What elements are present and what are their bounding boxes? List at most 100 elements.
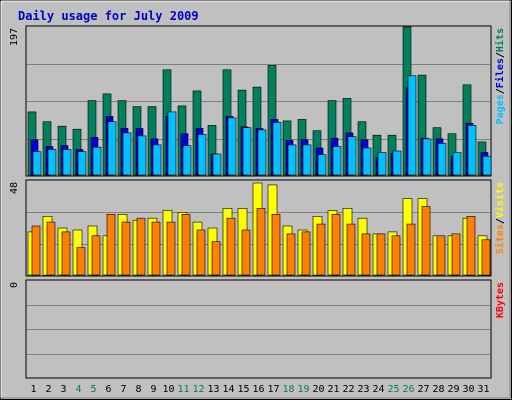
bar-pages-day-25 [392, 150, 402, 176]
day-label-9: 9 [150, 384, 156, 395]
day-label-14: 14 [222, 384, 234, 395]
day-label-19: 19 [297, 384, 309, 395]
bar-sites-day-25 [391, 235, 401, 276]
bar-pages-day-15 [242, 127, 252, 176]
bar-sites-day-9 [151, 221, 161, 276]
bar-sites-day-24 [376, 233, 386, 276]
day-label-12: 12 [192, 384, 204, 395]
day-label-31: 31 [477, 384, 489, 395]
bar-sites-day-12 [196, 229, 206, 276]
bar-pages-day-13 [212, 153, 222, 176]
bar-sites-day-22 [346, 223, 356, 276]
day-label-25: 25 [387, 384, 399, 395]
legend-pages: Pages [495, 94, 506, 124]
legend-visits: Visits [494, 182, 506, 218]
middle-legend: Sites/Visits [494, 182, 506, 254]
day-label-8: 8 [135, 384, 141, 395]
bar-pages-day-22 [347, 136, 357, 176]
bar-sites-day-31 [481, 239, 491, 276]
bar-sites-day-11 [181, 214, 191, 276]
day-label-3: 3 [60, 384, 66, 395]
bar-sites-day-10 [166, 221, 176, 276]
legend-kbytes: KBytes [495, 282, 506, 318]
bar-sites-day-14 [226, 217, 236, 276]
bar-sites-day-8 [136, 217, 146, 276]
day-axis: 1 2 3 4 5 6 7 8 9 10 11 12 13 14 15 16 17 18 19 20 21 22 23 24 2… [30, 384, 489, 395]
bar-pages-day-10 [167, 111, 177, 176]
bar-sites-day-28 [436, 235, 446, 276]
bar-sites-day-29 [451, 233, 461, 276]
bar-pages-day-3 [62, 149, 72, 176]
bar-sites-day-16 [256, 208, 266, 276]
bar-sites-day-21 [331, 214, 341, 276]
day-label-1: 1 [30, 384, 36, 395]
day-label-29: 29 [447, 384, 459, 395]
bar-sites-day-17 [271, 214, 281, 276]
bar-pages-day-21 [332, 146, 342, 176]
bar-pages-day-19 [302, 144, 312, 176]
bar-sites-day-3 [61, 231, 71, 276]
bar-pages-day-28 [437, 143, 447, 176]
top-ymax-label: 197 [9, 28, 20, 46]
day-label-28: 28 [432, 384, 444, 395]
day-label-6: 6 [105, 384, 111, 395]
day-label-5: 5 [90, 384, 96, 395]
bar-pages-day-24 [377, 152, 387, 176]
day-label-30: 30 [462, 384, 474, 395]
bar-sites-day-2 [46, 221, 56, 276]
day-label-16: 16 [252, 384, 264, 395]
bar-pages-day-29 [452, 152, 462, 176]
bar-sites-day-13 [211, 241, 221, 276]
bar-sites-day-5 [91, 235, 101, 276]
day-label-18: 18 [282, 384, 294, 395]
middle-ymax-label: 48 [9, 182, 20, 194]
day-label-11: 11 [177, 384, 189, 395]
bar-pages-day-26 [407, 75, 417, 176]
bar-sites-day-4 [76, 247, 86, 276]
bar-sites-day-27 [421, 206, 431, 276]
day-label-15: 15 [237, 384, 249, 395]
bar-pages-day-9 [152, 144, 162, 176]
legend-files: Files [494, 58, 506, 88]
day-label-21: 21 [327, 384, 339, 395]
legend-sep: / [495, 88, 506, 94]
day-label-2: 2 [45, 384, 51, 395]
bar-sites-day-19 [301, 231, 311, 276]
bar-sites-day-23 [361, 233, 371, 276]
bar-pages-day-23 [362, 147, 372, 176]
bar-pages-day-4 [77, 151, 87, 176]
bar-pages-day-8 [137, 135, 147, 176]
bar-sites-day-30 [466, 216, 476, 276]
day-label-7: 7 [120, 384, 126, 395]
day-label-10: 10 [162, 384, 174, 395]
day-label-22: 22 [342, 384, 354, 395]
bar-pages-day-12 [197, 134, 207, 176]
bar-sites-day-26 [406, 223, 416, 276]
bar-pages-day-1 [32, 151, 42, 176]
bar-sites-day-6 [106, 214, 116, 276]
chart-title: Daily usage for July 2009 [18, 9, 199, 23]
bar-sites-day-7 [121, 221, 131, 276]
bar-pages-day-16 [257, 129, 267, 176]
legend-sep: / [495, 218, 506, 224]
bar-pages-day-20 [317, 154, 327, 176]
bar-pages-day-2 [47, 149, 57, 176]
day-label-24: 24 [372, 384, 384, 395]
legend-hits: Hits [494, 28, 506, 52]
bar-pages-day-14 [227, 117, 237, 176]
bar-sites-day-20 [316, 223, 326, 276]
legend-sites: Sites [494, 224, 506, 254]
bar-pages-day-11 [182, 145, 192, 176]
day-label-17: 17 [267, 384, 279, 395]
bottom-ymax-label: 0 [9, 282, 20, 288]
chart-marks [27, 26, 492, 276]
top-legend: Pages/Files/Hits [494, 28, 506, 124]
bar-sites-day-1 [31, 225, 41, 276]
bar-pages-day-6 [107, 121, 117, 176]
day-label-23: 23 [357, 384, 369, 395]
bar-sites-day-15 [241, 229, 251, 276]
bar-pages-day-30 [467, 125, 477, 176]
bar-pages-day-17 [272, 122, 282, 176]
